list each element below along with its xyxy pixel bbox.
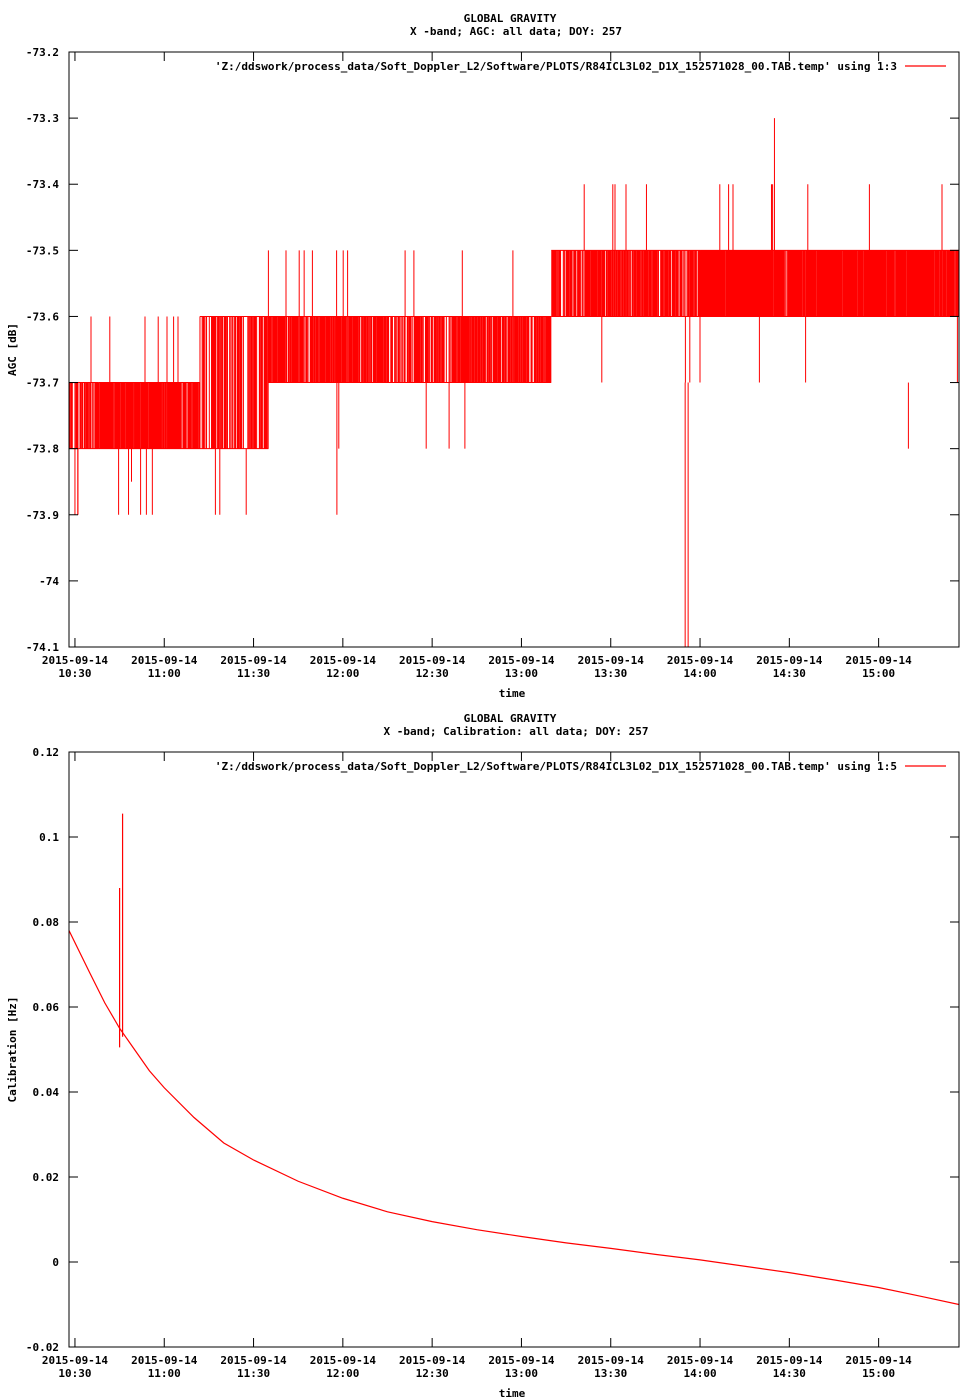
x-tick-date: 2015-09-14 xyxy=(846,1354,913,1367)
x-tick-time: 11:00 xyxy=(148,1367,181,1380)
chart-subtitle: X -band; AGC: all data; DOY: 257 xyxy=(410,25,622,38)
y-tick-label: 0.12 xyxy=(33,746,60,759)
x-tick-date: 2015-09-14 xyxy=(42,1354,109,1367)
agc-segment-3 xyxy=(267,315,388,384)
x-tick-time: 13:30 xyxy=(594,1367,627,1380)
y-tick-label: -73.3 xyxy=(26,112,59,125)
y-tick-label: 0.06 xyxy=(33,1001,60,1014)
x-tick-time: 12:30 xyxy=(416,1367,449,1380)
agc-segment-6 xyxy=(699,249,959,317)
chart-title: GLOBAL GRAVITY xyxy=(464,712,557,725)
legend-label: 'Z:/ddswork/process_data/Soft_Doppler_L2… xyxy=(215,760,897,773)
agc-segment-5 xyxy=(551,249,701,317)
x-tick-date: 2015-09-14 xyxy=(310,1354,377,1367)
series-line xyxy=(69,118,959,647)
x-tick-time: 14:30 xyxy=(773,667,806,680)
x-tick-time: 12:30 xyxy=(416,667,449,680)
x-tick-time: 13:30 xyxy=(594,667,627,680)
x-tick-date: 2015-09-14 xyxy=(667,654,734,667)
x-tick-time: 14:00 xyxy=(683,1367,716,1380)
calibration-curve xyxy=(69,930,959,1306)
x-tick-time: 12:00 xyxy=(326,1367,359,1380)
x-tick-date: 2015-09-14 xyxy=(42,654,109,667)
y-tick-label: 0.1 xyxy=(39,831,59,844)
x-tick-time: 15:00 xyxy=(862,667,895,680)
x-tick-date: 2015-09-14 xyxy=(399,654,466,667)
agc-excursions xyxy=(69,184,958,515)
x-tick-date: 2015-09-14 xyxy=(578,1354,645,1367)
y-tick-label: -73.8 xyxy=(26,443,59,456)
x-tick-time: 11:00 xyxy=(148,667,181,680)
plot-frame xyxy=(68,751,960,1348)
y-tick-label: -73.9 xyxy=(26,509,59,522)
y-tick-label: -73.7 xyxy=(26,377,59,390)
chart-subtitle: X -band; Calibration: all data; DOY: 257 xyxy=(384,725,649,738)
y-tick-label: -73.5 xyxy=(26,244,59,257)
y-axis-label: AGC [dB] xyxy=(6,323,19,376)
x-tick-time: 11:30 xyxy=(237,1367,270,1380)
y-axis-label: Calibration [Hz] xyxy=(6,997,19,1103)
x-tick-date: 2015-09-14 xyxy=(220,654,287,667)
x-tick-date: 2015-09-14 xyxy=(488,1354,555,1367)
x-tick-date: 2015-09-14 xyxy=(846,654,913,667)
x-tick-date: 2015-09-14 xyxy=(131,1354,198,1367)
x-tick-date: 2015-09-14 xyxy=(756,654,823,667)
y-tick-label: 0.08 xyxy=(33,916,60,929)
x-tick-date: 2015-09-14 xyxy=(488,654,555,667)
y-tick-label: 0.04 xyxy=(33,1086,60,1099)
y-tick-label: 0.02 xyxy=(33,1171,60,1184)
y-tick-label: -74 xyxy=(39,575,59,588)
x-tick-time: 14:30 xyxy=(773,1367,806,1380)
y-tick-label: -73.6 xyxy=(26,310,59,323)
y-tick-label: -73.4 xyxy=(26,178,59,191)
x-tick-time: 14:00 xyxy=(683,667,716,680)
x-axis-label: time xyxy=(499,687,526,700)
x-axis-label: time xyxy=(499,1387,526,1400)
x-tick-date: 2015-09-14 xyxy=(220,1354,287,1367)
x-tick-date: 2015-09-14 xyxy=(756,1354,823,1367)
plot-frame xyxy=(68,51,960,648)
legend-label: 'Z:/ddswork/process_data/Soft_Doppler_L2… xyxy=(215,60,897,73)
x-tick-date: 2015-09-14 xyxy=(131,654,198,667)
x-tick-date: 2015-09-14 xyxy=(578,654,645,667)
y-tick-label: -74.1 xyxy=(26,641,59,654)
y-tick-label: -0.02 xyxy=(26,1341,59,1354)
agc-segment-0 xyxy=(69,382,100,450)
series-line xyxy=(69,813,959,1306)
agc-segment-2 xyxy=(199,315,269,450)
x-tick-time: 10:30 xyxy=(58,1367,91,1380)
x-tick-time: 10:30 xyxy=(58,667,91,680)
agc-segment-4 xyxy=(386,315,552,384)
agc-segment-1 xyxy=(98,382,201,450)
y-tick-label: 0 xyxy=(52,1256,59,1269)
chart-title: GLOBAL GRAVITY xyxy=(464,12,557,25)
x-tick-date: 2015-09-14 xyxy=(310,654,377,667)
x-tick-time: 12:00 xyxy=(326,667,359,680)
y-tick-label: -73.2 xyxy=(26,46,59,59)
x-tick-time: 13:00 xyxy=(505,1367,538,1380)
x-tick-date: 2015-09-14 xyxy=(667,1354,734,1367)
x-tick-time: 15:00 xyxy=(862,1367,895,1380)
x-tick-time: 13:00 xyxy=(505,667,538,680)
x-tick-date: 2015-09-14 xyxy=(399,1354,466,1367)
x-tick-time: 11:30 xyxy=(237,667,270,680)
